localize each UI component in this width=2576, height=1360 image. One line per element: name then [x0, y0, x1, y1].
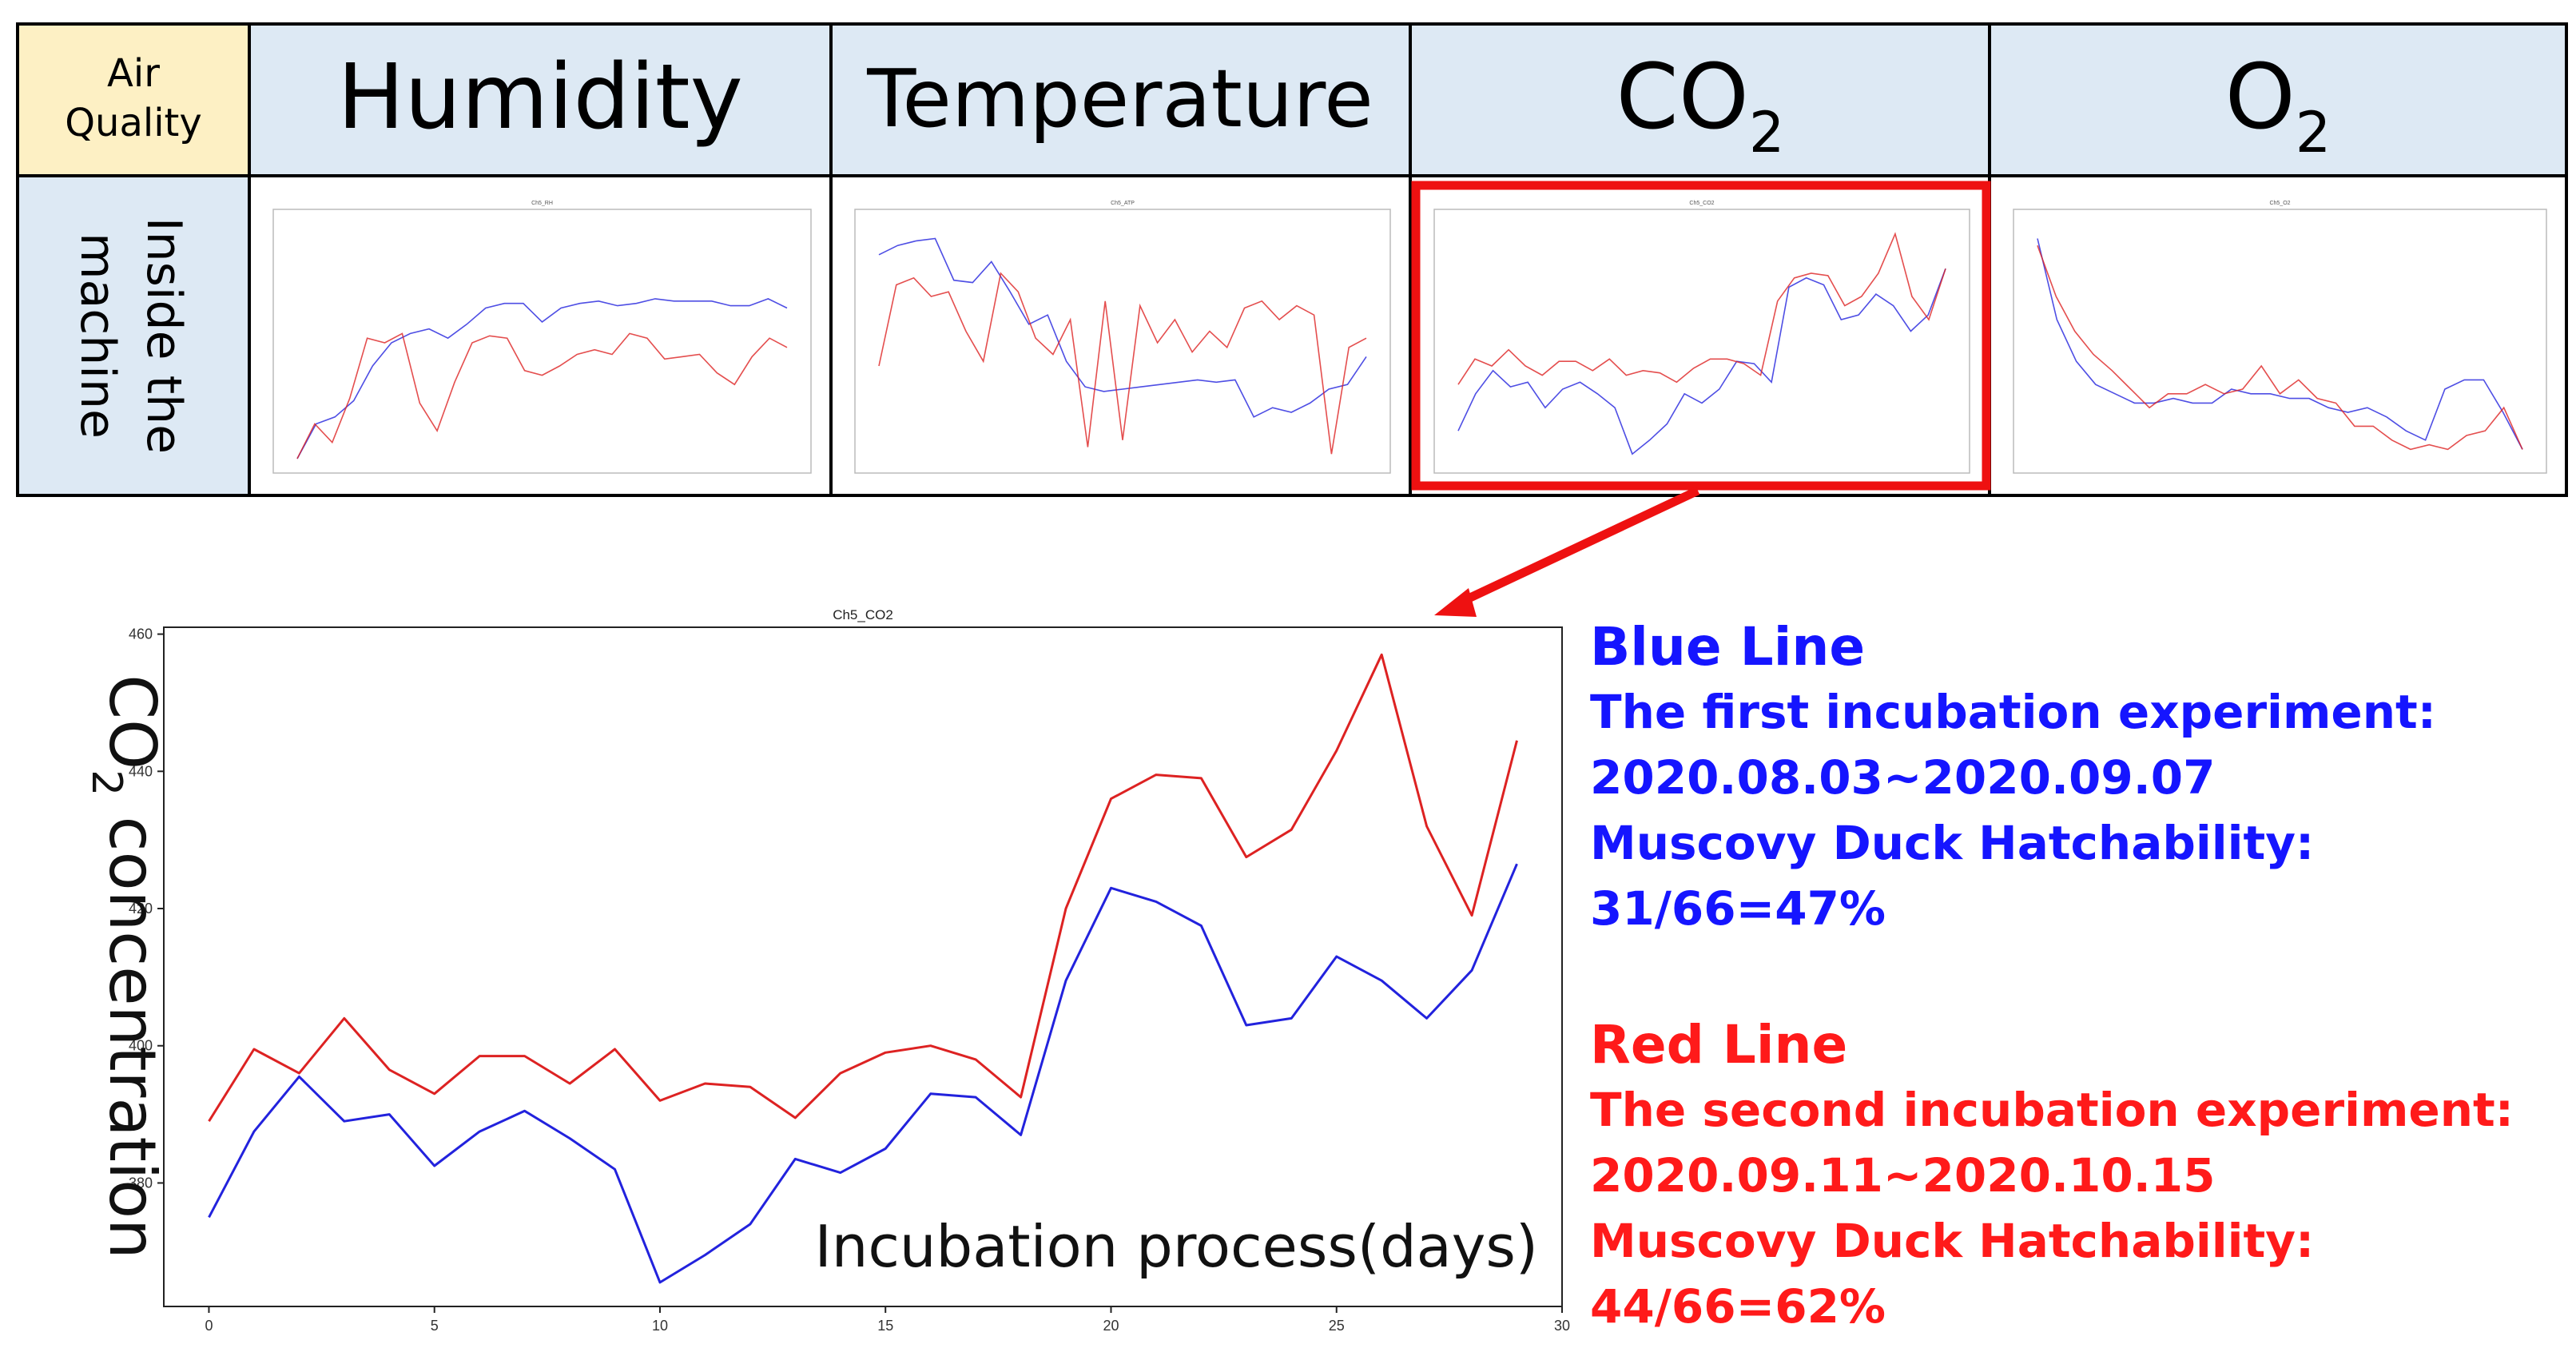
thumbnail-0-line-red — [296, 332, 788, 459]
zoom-arrow — [1434, 487, 1700, 617]
thumbnail-3-line-red — [2037, 245, 2523, 451]
column-header-co2: CO2 — [1616, 46, 1785, 165]
legend-blue-heading: Blue Line — [1590, 616, 1866, 678]
column-header-o2: O2 — [2225, 46, 2332, 165]
legend-red-experiment: The second incubation experiment: — [1590, 1083, 2514, 1137]
thumbnail-title-0: Ch5_RH — [531, 201, 553, 206]
series-line-red — [208, 653, 1518, 1122]
legend-red-heading: Red Line — [1590, 1014, 1848, 1076]
thumbnail-title-1: Ch5_ATP — [1111, 201, 1135, 206]
row-label-line1: Inside the — [136, 217, 192, 454]
x-tick-label-3: 15 — [877, 1318, 893, 1334]
legend-blue-hatchability-label: Muscovy Duck Hatchability: — [1590, 816, 2315, 870]
series-lines — [208, 653, 1518, 1284]
legend-blue-experiment: The first incubation experiment: — [1590, 685, 2436, 739]
thumbnail-1-line-red — [878, 272, 1367, 455]
x-tick-label-2: 10 — [652, 1318, 668, 1334]
legend-blue-hatchability-value: 31/66=47% — [1590, 881, 1886, 936]
column-header-humidity: Humidity — [337, 46, 743, 149]
column-header-temperature: Temperature — [866, 52, 1373, 145]
row-label-line2: machine — [70, 233, 125, 439]
arrow-head — [1434, 588, 1477, 617]
legend-red-hatchability-label: Muscovy Duck Hatchability: — [1590, 1214, 2315, 1268]
y-tick-label-3: 440 — [129, 763, 153, 779]
series-line-blue — [208, 863, 1518, 1284]
thumbnail-title-3: Ch5_O2 — [2269, 201, 2290, 206]
thumbnail-title-2: Ch5_CO2 — [1689, 201, 1714, 206]
legend-red-dates: 2020.09.11~2020.10.15 — [1590, 1148, 2216, 1203]
y-tick-label-0: 380 — [129, 1175, 153, 1191]
x-tick-label-0: 0 — [205, 1318, 213, 1334]
o2-header-base: O — [2225, 46, 2296, 149]
corner-label-line1: Air — [107, 51, 160, 96]
thumbnail-3: Ch5_O2 — [2013, 201, 2547, 474]
arrow-shaft — [1456, 487, 1700, 607]
corner-cell — [18, 24, 249, 176]
co2-header-sub: 2 — [1749, 100, 1785, 165]
o2-header-sub: 2 — [2296, 100, 2332, 165]
y-tick-label-4: 460 — [129, 626, 153, 642]
thumbnail-0-line-blue — [296, 298, 788, 459]
thumbnail-1: Ch5_ATP — [854, 201, 1391, 474]
legend-red: Red Line The second incubation experimen… — [1590, 1013, 2565, 1339]
legend-blue: Blue Line The first incubation experimen… — [1590, 615, 2565, 941]
main-chart: Ch5_CO2 0 5 10 15 20 25 30 380 400 420 440 460 Incu… — [82, 607, 1570, 1334]
thumbnail-frame-1 — [854, 209, 1391, 474]
header-row — [249, 24, 2566, 176]
x-tick-label-4: 20 — [1103, 1318, 1119, 1334]
legend-blue-dates: 2020.08.03~2020.09.07 — [1590, 750, 2216, 805]
y-axis-label-base: CO — [95, 674, 169, 769]
x-tick-label-6: 30 — [1554, 1318, 1570, 1334]
corner-label-line2: Quality — [65, 101, 202, 145]
y-axis-label: CO2 concentration — [82, 674, 169, 1259]
thumbnail-2-line-red — [1457, 232, 1946, 385]
y-axis-label-sub: 2 — [82, 769, 130, 796]
co2-highlight-box — [1411, 181, 1991, 491]
legend-red-hatchability-value: 44/66=62% — [1590, 1279, 1886, 1334]
x-tick-label-1: 5 — [431, 1318, 439, 1334]
chart-title: Ch5_CO2 — [833, 607, 893, 622]
thumbnail-3-line-blue — [2037, 238, 2523, 450]
plot-area — [163, 626, 1563, 1307]
thumbnail-frame-0 — [272, 209, 812, 474]
comparison-table: Air Quality Humidity Temperature CO2 O2 … — [16, 22, 2568, 497]
x-axis-label: Incubation process(days) — [814, 1213, 1538, 1280]
x-tick-label-5: 25 — [1329, 1318, 1345, 1334]
thumbnail-1-line-blue — [878, 237, 1367, 418]
y-axis-label-rest: concentration — [95, 796, 169, 1259]
axis-ticks: 0 5 10 15 20 25 30 380 400 420 440 460 — [129, 626, 1570, 1334]
y-tick-label-1: 400 — [129, 1038, 153, 1054]
y-tick-label-2: 420 — [129, 901, 153, 917]
thumbnail-2-line-blue — [1457, 268, 1946, 455]
thumbnail-frame-2 — [1433, 209, 1970, 474]
thumbnail-charts: Ch5_RH Ch5_ATP Ch5_CO2 Ch5_O2 — [272, 201, 2547, 474]
thumbnail-0: Ch5_RH — [272, 201, 812, 474]
thumbnail-2: Ch5_CO2 — [1433, 201, 1970, 474]
thumbnail-frame-3 — [2013, 209, 2547, 474]
co2-header-base: CO — [1616, 46, 1749, 149]
row-label-cell — [18, 176, 249, 495]
